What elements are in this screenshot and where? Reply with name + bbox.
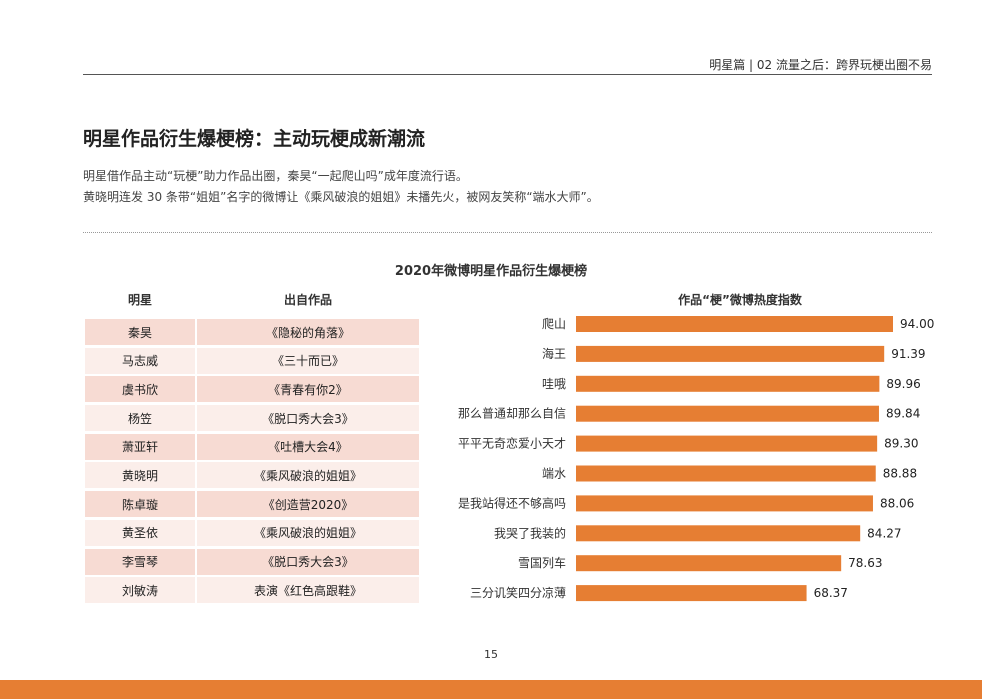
cell-source-work: 《创造营2020》 — [197, 491, 419, 518]
bar — [576, 585, 807, 602]
table-header: 明星 出自作品 — [85, 289, 419, 309]
cell-celebrity: 黄晓明 — [85, 462, 195, 489]
category-label: 雪国列车 — [518, 555, 566, 570]
header-text: 明星篇 | 02 流量之后：跨界玩梗出圈不易 — [709, 58, 932, 72]
table-row: 黄圣依 《乘风破浪的姐姐》 — [85, 519, 419, 546]
bar — [576, 405, 879, 422]
page-number: 15 — [484, 648, 498, 661]
cell-source-work: 《乘风破浪的姐姐》 — [197, 462, 419, 489]
value-label: 88.88 — [883, 467, 917, 481]
header-divider — [83, 74, 932, 75]
value-label: 91.39 — [891, 347, 925, 361]
cell-source-work: 表演《红色高跟鞋》 — [197, 577, 419, 604]
intro-line-1: 明星借作品主动“玩梗”助力作品出圈，秦昊“一起爬山吗”成年度流行语。 — [83, 169, 468, 183]
category-label: 三分讥笑四分凉薄 — [470, 585, 566, 600]
chart-title: 作品“梗”微博热度指数 — [678, 292, 803, 307]
table-row: 黄晓明 《乘风破浪的姐姐》 — [85, 462, 419, 489]
table-row: 刘敏涛 表演《红色高跟鞋》 — [85, 577, 419, 604]
category-label: 那么普通却那么自信 — [458, 407, 566, 421]
cell-celebrity: 萧亚轩 — [85, 433, 195, 460]
cell-celebrity: 秦昊 — [85, 319, 195, 345]
value-label: 94.00 — [900, 317, 934, 331]
bar — [576, 316, 893, 332]
cell-source-work: 《青春有你2》 — [197, 376, 419, 403]
value-label: 68.37 — [814, 586, 848, 600]
value-label: 89.84 — [886, 407, 920, 421]
cell-celebrity: 刘敏涛 — [85, 577, 195, 604]
category-label: 哇哦 — [542, 377, 566, 391]
figure-title: 2020年微博明星作品衍生爆梗榜 — [394, 264, 588, 279]
value-label: 89.30 — [884, 437, 918, 451]
cell-celebrity: 黄圣依 — [85, 519, 195, 546]
category-label: 是我站得还不够高吗 — [458, 495, 566, 510]
cell-source-work: 《吐槽大会4》 — [197, 433, 419, 460]
category-label: 端水 — [542, 467, 566, 481]
cell-source-work: 《脱口秀大会3》 — [197, 548, 419, 575]
category-label: 我哭了我装的 — [494, 525, 566, 540]
page-title: 明星作品衍生爆梗榜：主动玩梗成新潮流 — [83, 128, 426, 150]
table-row: 陈卓璇 《创造营2020》 — [85, 491, 419, 518]
celebrity-table: 明星 出自作品 秦昊 《隐秘的角落》 马志威 《三十而已》 虞书欣 《青春有你2》 杨笠 《脱… — [85, 289, 419, 606]
bottom-accent-bar — [0, 680, 982, 699]
intro-text: 明星借作品主动“玩梗”助力作品出圈，秦昊“一起爬山吗”成年度流行语。 黄晓明连发… — [83, 166, 599, 208]
bar — [576, 435, 878, 452]
table-body: 秦昊 《隐秘的角落》 马志威 《三十而已》 虞书欣 《青春有你2》 杨笠 《脱口秀大会3》 萧亚… — [85, 319, 419, 604]
value-label: 88.06 — [880, 496, 914, 510]
value-label: 78.63 — [848, 556, 882, 570]
header-celebrity: 明星 — [127, 292, 152, 307]
bar — [576, 555, 842, 572]
table-row: 李雪琴 《脱口秀大会3》 — [85, 548, 419, 575]
table-row: 杨笠 《脱口秀大会3》 — [85, 405, 419, 432]
table-row: 萧亚轩 《吐槽大会4》 — [85, 433, 419, 460]
section-divider — [83, 232, 932, 233]
table-row: 虞书欣 《青春有你2》 — [85, 376, 419, 403]
cell-source-work: 《三十而已》 — [197, 347, 419, 374]
cell-celebrity: 杨笠 — [85, 405, 195, 432]
cell-source-work: 《隐秘的角落》 — [197, 319, 419, 345]
cell-celebrity: 陈卓璇 — [85, 491, 195, 518]
category-label: 海王 — [542, 346, 566, 361]
intro-line-2: 黄晓明连发 30 条带“姐姐”名字的微博让《乘风破浪的姐姐》未播先火，被网友笑称… — [83, 190, 599, 204]
table-row: 马志威 《三十而已》 — [85, 347, 419, 374]
bar — [576, 525, 861, 542]
cell-source-work: 《乘风破浪的姐姐》 — [197, 519, 419, 546]
header-source-work: 出自作品 — [283, 292, 332, 307]
bar — [576, 345, 885, 362]
bar — [576, 495, 873, 512]
bar — [576, 465, 876, 482]
value-label: 84.27 — [867, 526, 901, 540]
bar — [576, 375, 880, 392]
cell-celebrity: 虞书欣 — [85, 376, 195, 403]
category-label: 平平无奇恋爱小天才 — [458, 436, 566, 451]
cell-celebrity: 李雪琴 — [85, 548, 195, 575]
table-row: 秦昊 《隐秘的角落》 — [85, 319, 419, 345]
cell-source-work: 《脱口秀大会3》 — [197, 405, 419, 432]
cell-celebrity: 马志威 — [85, 347, 195, 374]
value-label: 89.96 — [886, 377, 920, 391]
category-label: 爬山 — [542, 317, 566, 331]
